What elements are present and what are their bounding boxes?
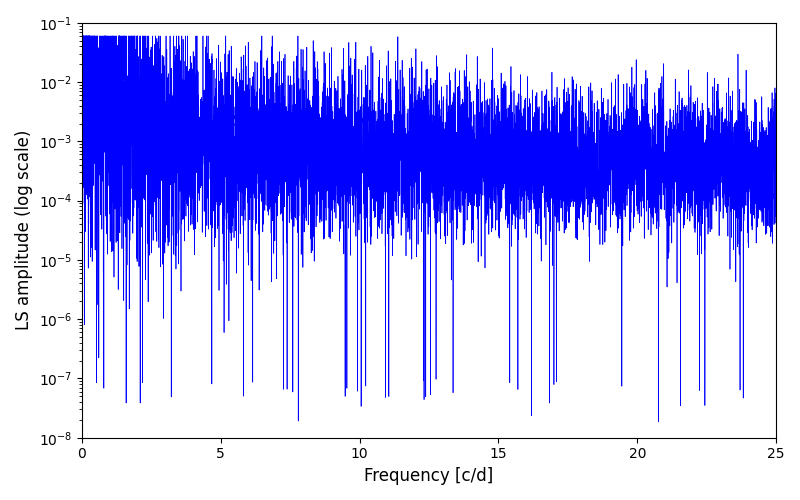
Y-axis label: LS amplitude (log scale): LS amplitude (log scale) <box>15 130 33 330</box>
X-axis label: Frequency [c/d]: Frequency [c/d] <box>364 467 494 485</box>
